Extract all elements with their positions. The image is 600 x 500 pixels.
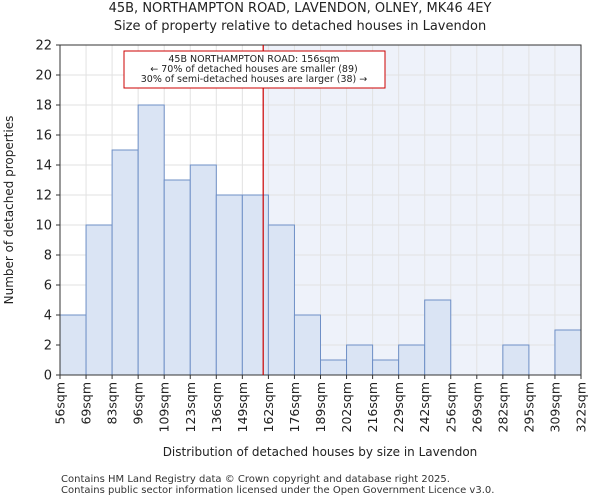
y-tick-label: 4 [44, 309, 52, 324]
y-tick-label: 18 [35, 99, 52, 114]
x-tick-label: 242sqm [417, 382, 432, 432]
bar-282sqm [502, 344, 530, 376]
bar-109sqm [163, 179, 191, 376]
x-tick-label: 56sqm [53, 382, 68, 425]
bar-229sqm [398, 344, 426, 376]
chart-subtitle: Size of property relative to detached ho… [113, 19, 487, 34]
bar-176sqm [293, 314, 322, 376]
bar-56sqm [59, 314, 87, 376]
bar-96sqm [137, 104, 165, 376]
x-tick-label: 229sqm [391, 382, 406, 432]
bar-242sqm [424, 299, 452, 376]
bar-83sqm [111, 149, 139, 376]
x-tick-label: 269sqm [469, 382, 484, 432]
bars [59, 104, 582, 376]
bar-149sqm [241, 194, 269, 376]
x-tick-label: 256sqm [443, 382, 458, 432]
x-tick-label: 109sqm [157, 382, 172, 432]
annotation-line-3: 30% of semi-detached houses are larger (… [141, 74, 368, 85]
y-tick-label: 14 [35, 159, 52, 174]
y-tick-label: 12 [35, 189, 52, 204]
annotation-box [123, 50, 386, 89]
footer-line-2: Contains public sector information licen… [61, 485, 495, 496]
annotation-layer: 45B NORTHAMPTON ROAD: 156sqm ← 70% of de… [123, 50, 386, 89]
x-tick-label: 322sqm [574, 382, 589, 432]
annotation-line-2: ← 70% of detached houses are smaller (89… [150, 64, 357, 75]
y-tick-label: 2 [44, 339, 52, 354]
x-tick-label: 189sqm [313, 382, 328, 432]
x-tick-label: 216sqm [365, 382, 380, 432]
y-tick-label: 22 [35, 39, 52, 54]
chart-title: 45B, NORTHAMPTON ROAD, LAVENDON, OLNEY, … [108, 1, 492, 16]
bar-69sqm [85, 224, 113, 376]
y-tick-label: 8 [44, 249, 52, 264]
x-tick-label: 136sqm [209, 382, 224, 432]
annotation-line-1: 45B NORTHAMPTON ROAD: 156sqm [168, 54, 339, 65]
bar-123sqm [189, 164, 217, 376]
bar-162sqm [267, 224, 295, 376]
x-tick-label: 202sqm [339, 382, 354, 432]
x-tick-label: 282sqm [495, 382, 510, 432]
x-tick-label: 83sqm [105, 382, 120, 425]
bar-202sqm [346, 344, 374, 376]
bar-216sqm [372, 359, 400, 376]
footer-line-1: Contains HM Land Registry data © Crown c… [61, 474, 450, 485]
bar-309sqm [554, 329, 582, 376]
y-axis-label: Number of detached properties [2, 116, 16, 305]
bar-189sqm [320, 359, 348, 376]
bar-136sqm [215, 194, 243, 376]
y-tick-label: 6 [44, 279, 52, 294]
x-axis-label: Distribution of detached houses by size … [163, 445, 478, 459]
x-tick-label: 309sqm [547, 382, 562, 432]
x-tick-label: 69sqm [79, 382, 94, 425]
y-tick-label: 10 [35, 219, 52, 234]
x-tick-label: 162sqm [261, 382, 276, 432]
axes: 0 2 4 6 8 10 12 14 16 18 20 22 56sqm 69sqm 83sqm 96sqm 1… [35, 39, 588, 433]
y-tick-label: 20 [35, 69, 52, 84]
x-tick-label: 176sqm [287, 382, 302, 432]
x-tick-label: 149sqm [235, 382, 250, 432]
y-tick-label: 0 [44, 369, 52, 384]
y-tick-label: 16 [35, 129, 52, 144]
x-tick-label: 295sqm [521, 382, 536, 432]
x-tick-label: 123sqm [183, 382, 198, 432]
x-tick-label: 96sqm [131, 382, 146, 425]
